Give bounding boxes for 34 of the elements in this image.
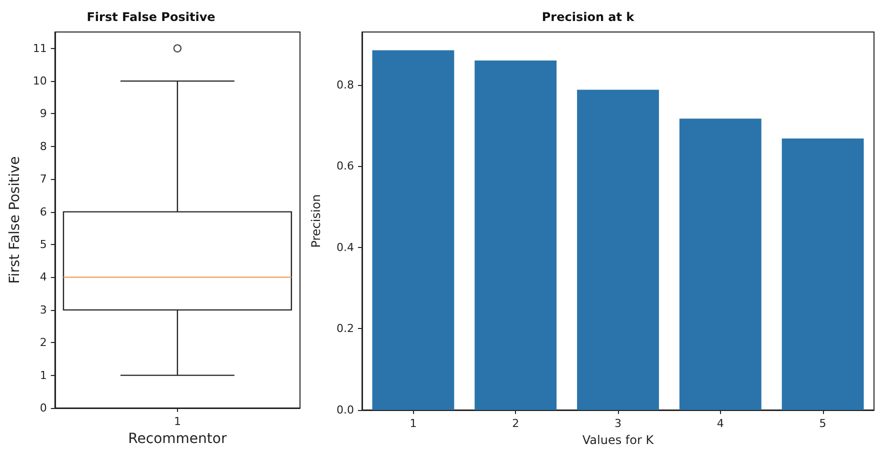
y-tick-label: 10 <box>32 74 47 88</box>
y-tick-label: 11 <box>32 42 47 55</box>
y-tick-label: 4 <box>40 270 47 284</box>
x-tick-label: 5 <box>819 417 826 430</box>
bar <box>577 90 659 410</box>
bar <box>474 60 557 410</box>
bar <box>679 118 762 410</box>
chart-title: First False Positive <box>86 10 216 24</box>
x-tick-label: 2 <box>512 417 520 430</box>
y-tick-label: 0.4 <box>336 240 354 254</box>
y-tick-label: 0.6 <box>336 160 354 173</box>
y-tick-label: 8 <box>40 140 47 153</box>
y-tick-label: 6 <box>40 205 47 218</box>
y-tick-label: 0.2 <box>336 322 354 336</box>
y-tick-label: 3 <box>40 303 47 316</box>
y-tick-label: 2 <box>40 336 47 350</box>
bar <box>782 138 864 410</box>
x-tick-label: 1 <box>410 417 417 430</box>
x-axis-title: Values for K <box>582 433 655 447</box>
y-tick-label: 0.0 <box>336 404 354 416</box>
chart-title: Precision at k <box>542 10 636 24</box>
y-tick-label: 9 <box>40 107 47 120</box>
x-axis-title: Recommentor <box>128 431 227 447</box>
y-tick-label: 5 <box>40 238 47 252</box>
bar <box>372 50 454 410</box>
x-tick-label: 1 <box>174 415 181 428</box>
y-axis-title: First False Positive <box>7 156 23 284</box>
y-tick-label: 0 <box>40 402 47 414</box>
x-tick-label: 3 <box>614 417 622 430</box>
y-tick-label: 7 <box>40 172 47 186</box>
y-tick-label: 1 <box>40 368 47 382</box>
x-tick-label: 4 <box>716 417 724 430</box>
y-tick-label: 0.8 <box>336 78 354 92</box>
y-axis-title: Precision <box>309 194 323 248</box>
